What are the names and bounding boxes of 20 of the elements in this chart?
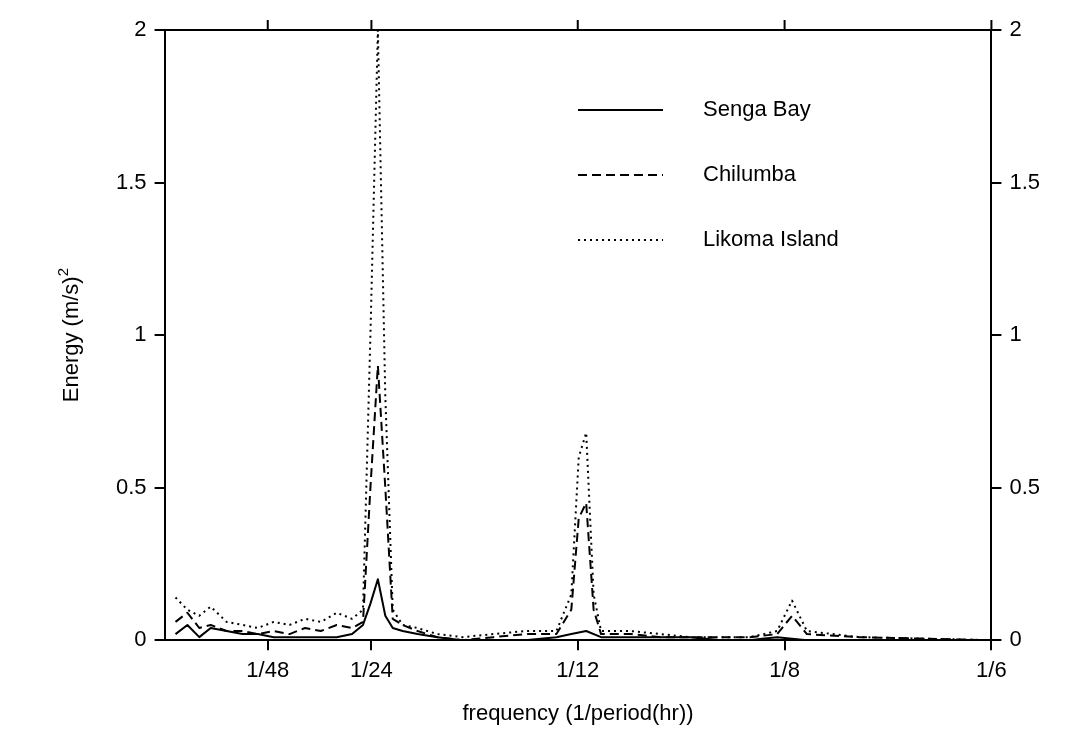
- y2-tick-label: 0.5: [1009, 473, 1041, 499]
- x-axis-title: frequency (1/period(hr)): [462, 699, 694, 725]
- y-axis-title: Energy (m/s)2: [53, 267, 83, 403]
- y2-tick-label: 1: [1009, 321, 1022, 347]
- x-tick-label: 1/24: [350, 657, 393, 683]
- x-tick-label: 1/8: [769, 657, 800, 683]
- legend-label: Likoma Island: [703, 226, 839, 252]
- legend-label: Senga Bay: [703, 96, 811, 122]
- x-tick-label: 1/48: [246, 657, 290, 683]
- y2-tick-label: 1.5: [1009, 168, 1041, 194]
- y2-tick-label: 0: [1009, 626, 1022, 652]
- y-tick-label: 2: [134, 16, 147, 42]
- x-tick-label: 1/12: [556, 657, 600, 683]
- y-tick-label: 0.5: [115, 473, 147, 499]
- x-tick-label: 1/6: [976, 657, 1007, 683]
- y-tick-label: 1: [134, 321, 147, 347]
- y-tick-label: 1.5: [115, 168, 147, 194]
- y2-tick-label: 2: [1009, 16, 1022, 42]
- y-tick-label: 0: [134, 626, 147, 652]
- legend-label: Chilumba: [703, 161, 797, 187]
